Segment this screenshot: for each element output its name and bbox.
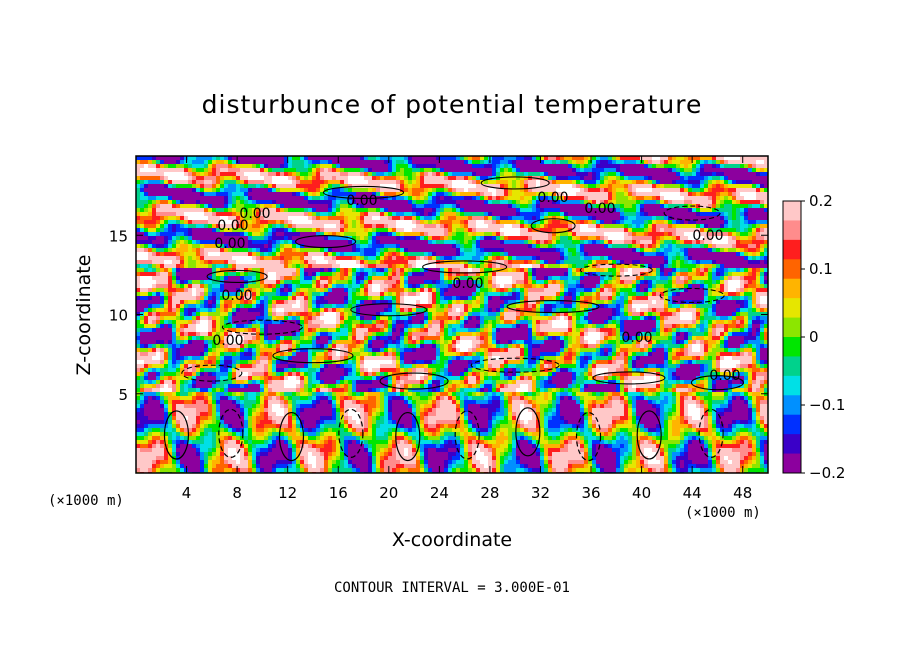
contour-value-label: 0.00 <box>239 206 270 222</box>
x-axis: 4 8 12 16 20 24 28 32 36 40 44 48 <box>182 156 752 502</box>
colorbar-tick-label: 0 <box>809 328 819 346</box>
x-tick-label: 28 <box>480 484 499 502</box>
colorbar-swatch <box>783 453 801 474</box>
contour-line <box>575 411 602 462</box>
contour-value-label: 0.00 <box>709 368 740 384</box>
y-axis-title: Z-coordinate <box>73 255 95 376</box>
contour-value-label: 0.00 <box>346 193 377 209</box>
contour-line <box>181 364 243 382</box>
x-tick-label: 12 <box>278 484 297 502</box>
colorbar-swatch <box>783 395 801 416</box>
contour-line <box>690 375 744 391</box>
x-tick-label: 4 <box>182 484 192 502</box>
contour-labels: 0.000.000.000.000.000.000.000.000.000.00… <box>212 190 740 384</box>
x-tick-label: 36 <box>581 484 600 502</box>
colorbar-swatch <box>783 337 801 357</box>
y-axis: 5 10 15 <box>109 227 768 404</box>
contour-value-label: 0.00 <box>214 236 245 252</box>
colorbar-swatch <box>783 278 801 299</box>
colorbar-swatch <box>783 239 801 260</box>
x-tick-label: 32 <box>531 484 550 502</box>
contour-lines <box>163 176 744 462</box>
contour-line <box>221 319 303 335</box>
colorbar-swatch <box>783 220 801 241</box>
contour-line <box>272 348 354 364</box>
contour-value-label: 0.00 <box>221 288 252 304</box>
contour-line <box>698 408 724 458</box>
x-axis-title: X-coordinate <box>392 529 512 551</box>
x-tick-label: 8 <box>232 484 242 502</box>
contour-line <box>659 287 725 304</box>
colorbar-tick-label: −0.2 <box>809 464 845 482</box>
colorbar-tick-label: 0.1 <box>809 260 833 278</box>
x-tick-label: 48 <box>733 484 752 502</box>
contour-line <box>350 303 428 317</box>
colorbar-swatch <box>783 201 801 221</box>
y-unit-label: (×1000 m) <box>48 493 124 509</box>
plot-area: 0.000.000.000.000.000.000.000.000.000.00… <box>135 155 769 474</box>
contour-value-label: 0.00 <box>452 276 483 292</box>
contour-line <box>218 408 244 458</box>
contour-line <box>663 205 721 221</box>
colorbar-swatch <box>783 298 801 319</box>
contour-line <box>322 185 405 200</box>
contour-line <box>206 269 268 284</box>
contour-value-label: 0.00 <box>537 190 568 206</box>
contour-value-label: 0.00 <box>584 201 615 217</box>
contour-line <box>379 372 449 390</box>
contour-line <box>163 410 190 460</box>
x-tick-label: 16 <box>329 484 348 502</box>
colorbar-swatch <box>783 414 801 435</box>
colorbar-tick-label: −0.1 <box>809 396 845 414</box>
contour-line <box>278 411 305 462</box>
contour-line <box>579 263 653 277</box>
colorbar-tick-label: 0.2 <box>809 192 833 210</box>
x-tick-label: 24 <box>430 484 449 502</box>
colorbar-swatch <box>783 259 801 280</box>
contour-value-label: 0.00 <box>217 218 248 234</box>
contour-line <box>395 411 421 462</box>
x-tick-label: 40 <box>632 484 651 502</box>
contour-line <box>422 260 508 274</box>
colorbar-swatch <box>783 434 801 455</box>
contour-line <box>295 235 357 249</box>
contour-line <box>530 218 576 234</box>
contour-line <box>515 407 541 457</box>
colorbar-swatch <box>783 375 801 396</box>
heatmap-field <box>136 156 768 473</box>
contour-value-label: 0.00 <box>621 330 652 346</box>
contour-line <box>592 371 666 385</box>
contour-value-label: 0.00 <box>692 228 723 244</box>
contour-line <box>470 357 560 373</box>
y-tick-label: 15 <box>109 227 128 245</box>
contour-line <box>506 300 600 314</box>
contour-line <box>338 408 364 458</box>
colorbar: 0.2 0.1 0 −0.1 −0.2 <box>782 192 845 482</box>
x-tick-label: 20 <box>379 484 398 502</box>
contour-interval-note: CONTOUR INTERVAL = 3.000E-01 <box>334 580 570 596</box>
contour-value-label: 0.00 <box>212 333 243 349</box>
chart-title: disturbunce of potential temperature <box>202 90 703 119</box>
contour-line <box>480 176 550 190</box>
colorbar-swatch <box>783 317 801 338</box>
contour-line <box>454 410 480 460</box>
x-unit-label: (×1000 m) <box>685 505 761 521</box>
y-tick-label: 10 <box>109 307 128 325</box>
colorbar-swatch <box>783 356 801 377</box>
x-tick-label: 44 <box>683 484 702 502</box>
contour-line <box>636 410 662 460</box>
y-tick-label: 5 <box>118 386 128 404</box>
